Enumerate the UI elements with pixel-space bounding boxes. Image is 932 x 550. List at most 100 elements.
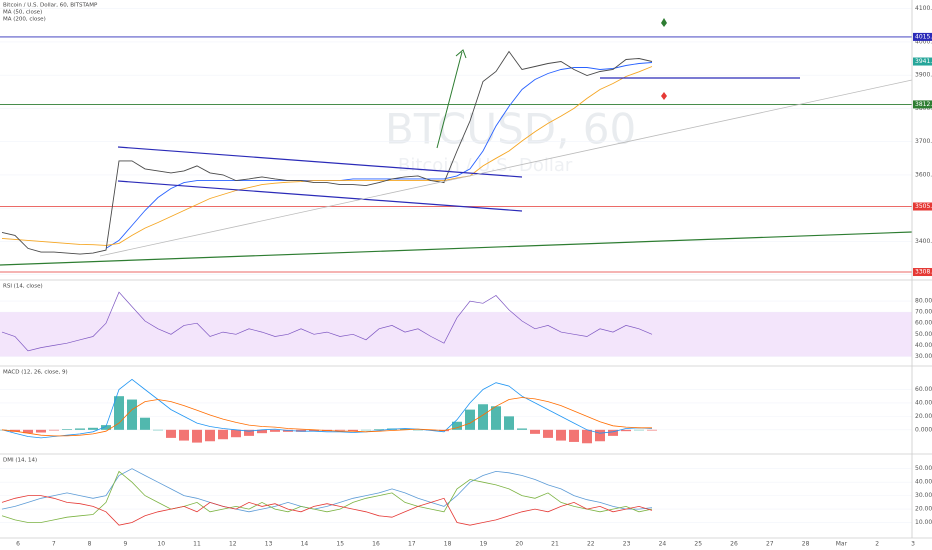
dmi-line <box>1 470 653 523</box>
histogram-bar <box>595 429 605 442</box>
histogram-bar <box>491 406 501 430</box>
trend-line-gray <box>99 79 913 257</box>
y-tick-label: 60.0000 <box>915 320 932 327</box>
x-tick-label: 3 <box>911 541 915 548</box>
histogram-bar <box>400 428 410 430</box>
y-tick-label: 70.0000 <box>915 309 932 316</box>
histogram-bar <box>166 429 176 438</box>
y-tick-label: 3600.00 <box>915 171 932 178</box>
histogram-bar <box>257 429 267 434</box>
x-tick-label: 7 <box>52 541 56 548</box>
x-tick-label: 16 <box>372 541 380 548</box>
x-tick-label: 15 <box>336 541 344 548</box>
level-label-bg <box>913 268 932 277</box>
moving-average <box>1 66 653 246</box>
histogram-bar <box>75 428 85 430</box>
x-tick-label: 17 <box>408 541 416 548</box>
histogram-bar <box>361 429 371 431</box>
last-price-label: 3941.00 <box>915 58 932 65</box>
level-label: 3505.00 <box>915 203 932 210</box>
x-tick-label: 28 <box>802 541 810 548</box>
x-tick-label: 12 <box>229 541 237 548</box>
y-tick-label: 3700.00 <box>915 138 932 145</box>
symbol-title: Bitcoin / U.S. Dollar, 60, BITSTAMP <box>3 3 98 9</box>
legend-entry: MA (50, close) <box>3 10 42 16</box>
histogram-bar <box>530 429 540 434</box>
histogram-bar <box>218 429 228 440</box>
trend-line <box>0 231 913 266</box>
y-tick-label: 40.0000 <box>915 342 932 349</box>
x-tick-label: 13 <box>265 541 273 548</box>
histogram-bar <box>413 429 423 431</box>
histogram-bar <box>62 429 72 430</box>
pane-title: MACD (12, 26, close, 9) <box>3 370 68 376</box>
y-tick-label: 10.0000 <box>915 519 932 526</box>
signal-line <box>1 397 652 437</box>
histogram-bar <box>49 429 59 431</box>
histogram-bar <box>348 429 358 432</box>
histogram-bar <box>478 404 488 430</box>
histogram-bar <box>504 416 514 430</box>
histogram-bar <box>36 429 46 433</box>
y-tick-label: 20.0000 <box>915 506 932 513</box>
histogram-bar <box>192 429 202 443</box>
y-tick-label: 20.0000 <box>915 413 932 420</box>
rsi-band <box>0 312 912 357</box>
x-tick-label: 24 <box>659 541 667 548</box>
y-tick-label: 50.0000 <box>915 331 932 338</box>
histogram-bar <box>270 429 280 432</box>
histogram-bar <box>608 429 618 436</box>
x-tick-label: 22 <box>587 541 595 548</box>
price-line <box>1 50 653 255</box>
y-tick-label: 30.0000 <box>915 353 932 360</box>
histogram-bar <box>23 429 33 434</box>
plot-area: 3300.003400.003500.003600.003700.003800.… <box>0 5 932 548</box>
x-tick-label: 19 <box>480 541 488 548</box>
histogram-bar <box>621 429 631 432</box>
arrow-up <box>436 49 467 149</box>
rsi-line <box>1 291 653 352</box>
histogram-bar <box>556 429 566 441</box>
y-tick-label: 80.0000 <box>915 298 932 305</box>
histogram-bar <box>153 429 163 431</box>
level-label-bg <box>913 202 932 211</box>
histogram-bar <box>634 429 644 431</box>
y-tick-label: 50.0000 <box>915 465 932 472</box>
histogram-bar <box>88 427 98 430</box>
histogram-bar <box>127 399 137 430</box>
macd-line <box>1 378 653 439</box>
histogram-bar <box>374 429 384 430</box>
down-marker <box>661 92 667 100</box>
histogram-bar <box>309 429 319 432</box>
level-label: 4015.00 <box>915 33 932 40</box>
watermark: BTCUSD, 60 <box>385 105 636 154</box>
x-tick-label: 11 <box>193 541 201 548</box>
histogram-bar <box>569 429 579 442</box>
histogram-bar <box>244 429 254 436</box>
channel-top <box>117 146 523 178</box>
x-tick-label: 9 <box>123 541 127 548</box>
x-tick-label: 21 <box>551 541 559 548</box>
histogram-bar <box>231 429 241 438</box>
y-tick-label: 0.0000 <box>915 426 932 433</box>
y-tick-label: 4100.00 <box>915 5 932 12</box>
x-tick-label: 6 <box>16 541 20 548</box>
x-tick-label: 14 <box>301 541 309 548</box>
up-marker <box>661 18 667 27</box>
dmi-line <box>1 468 653 513</box>
level-label: 3308.00 <box>915 269 932 276</box>
level-label-bg <box>913 100 932 109</box>
channel-bottom <box>117 180 523 212</box>
histogram-bar <box>647 429 657 431</box>
x-tick-label: 26 <box>730 541 738 548</box>
y-tick-label: 4000.00 <box>915 38 932 45</box>
legend-entry: MA (200, close) <box>3 17 46 23</box>
last-price-bg <box>913 57 932 66</box>
x-tick-label: 27 <box>766 541 774 548</box>
histogram-bar <box>205 429 215 442</box>
y-tick-label: 40.0000 <box>915 399 932 406</box>
x-tick-label: 25 <box>694 541 702 548</box>
pane-title: RSI (14, close) <box>3 284 43 290</box>
level-label: 3812.00 <box>915 101 932 108</box>
